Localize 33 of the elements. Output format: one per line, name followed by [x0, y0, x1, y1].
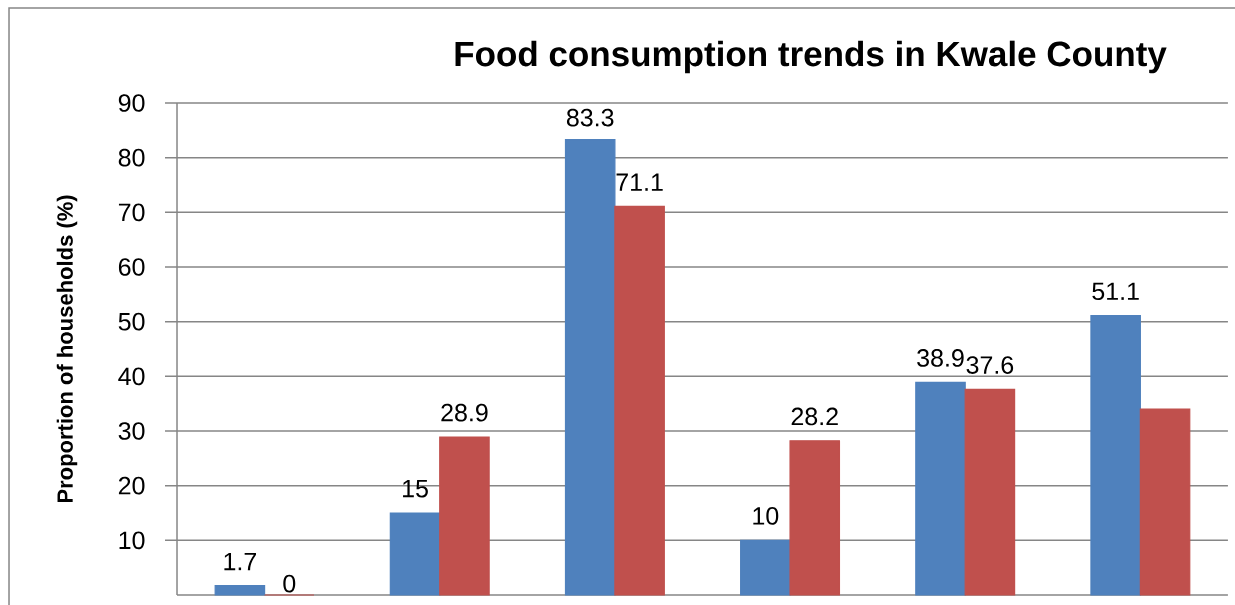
bar — [915, 381, 966, 596]
y-tick-label: 80 — [118, 148, 145, 167]
y-tick-label: 90 — [118, 94, 145, 112]
data-label: 15 — [403, 480, 428, 498]
bar — [439, 436, 490, 596]
y-tick-label: 60 — [118, 258, 145, 276]
bar — [789, 440, 841, 596]
bar — [1090, 315, 1141, 596]
data-label: 38.9 — [917, 349, 964, 367]
data-label: 10 — [753, 507, 779, 525]
y-tick-label: 30 — [118, 422, 145, 440]
data-label: 71.1 — [616, 173, 663, 191]
bar — [214, 585, 266, 596]
y-tick-label: 70 — [118, 203, 145, 222]
bar — [564, 139, 616, 596]
data-label: 1.7 — [224, 552, 256, 571]
y-tick-label: 40 — [118, 367, 145, 386]
data-label: 37.6 — [966, 356, 1014, 374]
data-label: 0 — [283, 574, 296, 593]
bar — [740, 539, 791, 596]
data-label: 28.2 — [791, 407, 838, 426]
y-tick-label: 10 — [119, 531, 145, 550]
y-tick-label: 50 — [118, 312, 145, 331]
chart-title: Food consumption trends in Kwale County — [455, 40, 1167, 74]
data-label: 28.9 — [441, 403, 488, 422]
y-axis-title: Proportion of households (%) — [56, 195, 78, 503]
data-label: 83.3 — [566, 108, 614, 127]
bar — [614, 205, 665, 596]
bar — [389, 512, 441, 596]
bar — [964, 388, 1016, 596]
data-label: 51.1 — [1092, 282, 1139, 301]
bar — [1139, 408, 1191, 596]
y-tick-label: 20 — [118, 476, 145, 495]
